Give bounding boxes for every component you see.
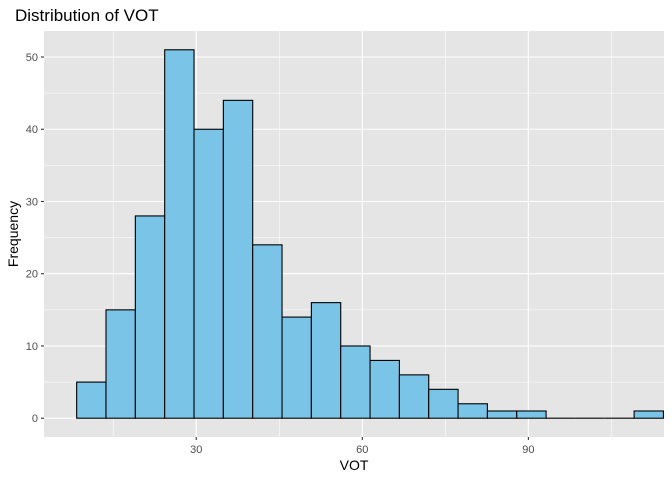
y-tick-label: 10 — [26, 341, 38, 353]
y-tick-label: 30 — [26, 196, 38, 208]
histogram-bar — [164, 49, 195, 419]
y-tick-label: 0 — [32, 413, 38, 425]
y-tick-label: 20 — [26, 269, 38, 281]
x-tick-label: 90 — [522, 444, 534, 456]
x-tick-label: 30 — [190, 444, 202, 456]
histogram-bar — [281, 316, 312, 419]
histogram-bar — [222, 99, 254, 419]
y-axis: 0 10 20 30 40 50 — [26, 52, 44, 425]
histogram-bar — [398, 374, 430, 419]
histogram-bar — [428, 388, 459, 419]
histogram-bar — [76, 381, 107, 419]
histogram-bar — [369, 359, 400, 419]
histogram-bar — [252, 244, 283, 419]
histogram-bar — [105, 309, 136, 419]
histogram-bar — [340, 345, 371, 419]
histogram-bar — [193, 128, 224, 419]
y-tick-label: 50 — [26, 52, 38, 64]
histogram-bar — [457, 403, 488, 419]
y-axis-title: Frequency — [5, 201, 21, 267]
x-axis-title: VOT — [340, 457, 369, 473]
histogram-bar — [516, 410, 547, 419]
histogram-bar — [310, 302, 342, 419]
x-tick-label: 60 — [356, 444, 368, 456]
y-tick-label: 40 — [26, 124, 38, 136]
histogram-bar — [486, 410, 518, 419]
histogram-bar — [633, 410, 664, 419]
x-axis: 30 60 90 — [190, 437, 535, 456]
histogram-bars — [76, 49, 664, 419]
chart-title: Distribution of VOT — [15, 6, 159, 25]
histogram-bar — [134, 215, 166, 419]
